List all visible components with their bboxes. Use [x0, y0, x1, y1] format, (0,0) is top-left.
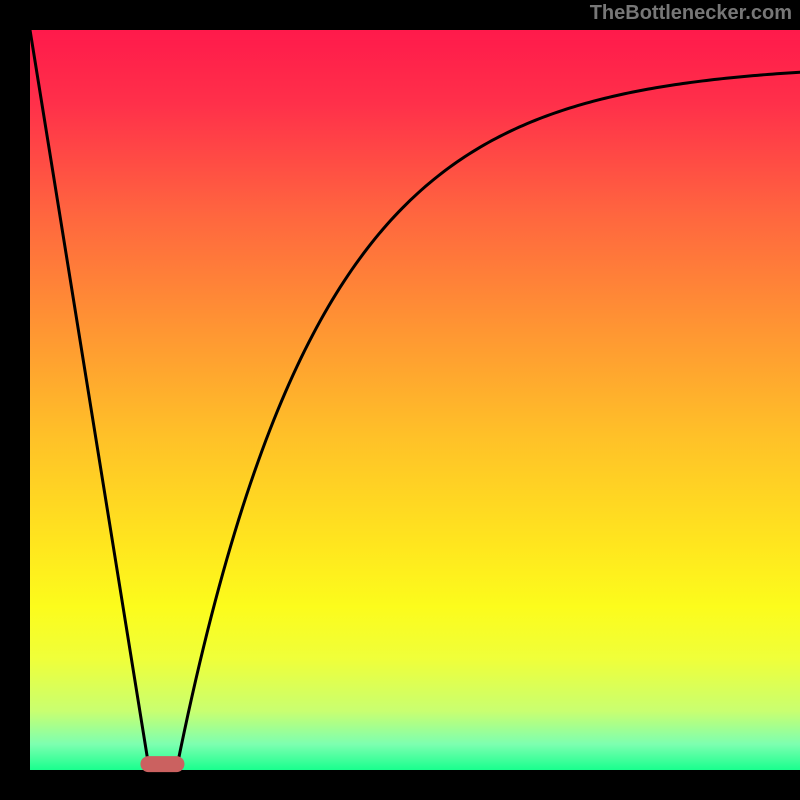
- bottleneck-chart: TheBottlenecker.com: [0, 0, 800, 800]
- watermark-text: TheBottlenecker.com: [590, 2, 792, 25]
- chart-svg: [0, 0, 800, 800]
